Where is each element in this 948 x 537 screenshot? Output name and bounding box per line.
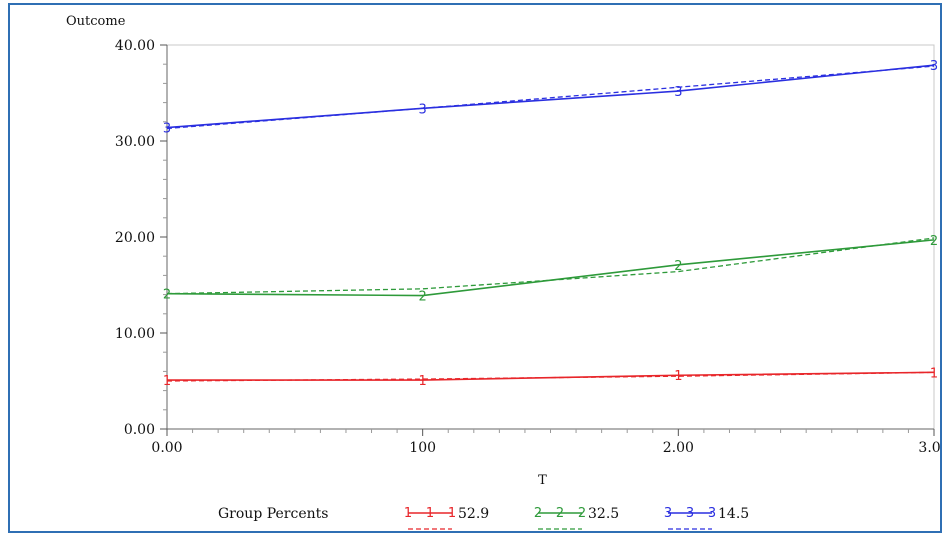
series-3: 3 3 3 3 bbox=[163, 59, 938, 136]
legend-marker: 1 bbox=[448, 506, 456, 521]
legend-label: 32.5 bbox=[588, 506, 619, 522]
legend-marker: 2 bbox=[578, 506, 586, 521]
y-tick-label: 30.00 bbox=[115, 134, 155, 150]
y-tick-label: 10.00 bbox=[115, 326, 155, 342]
data-point-marker: 1 bbox=[163, 374, 171, 389]
y-tick-label: 20.00 bbox=[115, 230, 155, 246]
series-2: 2 2 2 2 bbox=[163, 234, 938, 305]
data-point-marker: 3 bbox=[674, 85, 682, 100]
legend-title: Group Percents bbox=[218, 506, 328, 522]
legend-marker: 2 bbox=[534, 506, 542, 521]
x-axis-title: T bbox=[538, 473, 547, 488]
series-layer: 1 1 1 1 2 2 2 2 3 3 3 3 bbox=[163, 59, 938, 389]
y-axis-title: Outcome bbox=[66, 14, 126, 29]
x-tick-label: 3.00 bbox=[918, 440, 940, 456]
data-point-marker: 2 bbox=[419, 290, 427, 305]
legend-label: 52.9 bbox=[458, 506, 489, 522]
legend-item: 2 2 2 32.5 bbox=[534, 506, 619, 530]
legend-marker: 3 bbox=[664, 506, 672, 521]
y-tick-label: 40.00 bbox=[115, 38, 155, 54]
legend-label: 14.5 bbox=[718, 506, 749, 522]
chart-frame: 0.0010.0020.0030.0040.000.001002.003.00 … bbox=[8, 3, 942, 533]
legend-item: 1 1 1 52.9 bbox=[404, 506, 489, 530]
observed-line bbox=[166, 239, 935, 297]
x-tick-label: 100 bbox=[409, 440, 436, 456]
data-point-marker: 3 bbox=[419, 102, 427, 117]
data-point-marker: 2 bbox=[930, 234, 938, 249]
observed-line bbox=[166, 64, 935, 129]
data-point-marker: 3 bbox=[163, 122, 171, 137]
data-point-marker: 3 bbox=[930, 59, 938, 74]
legend-marker: 1 bbox=[404, 506, 412, 521]
legend-item: 3 3 3 14.5 bbox=[664, 506, 749, 530]
predicted-line bbox=[166, 237, 935, 295]
x-tick-label: 2.00 bbox=[663, 440, 694, 456]
data-point-marker: 2 bbox=[163, 288, 171, 303]
legend-marker: 1 bbox=[426, 506, 434, 521]
observed-line bbox=[167, 371, 935, 381]
legend-marker: 3 bbox=[686, 506, 694, 521]
data-point-marker: 1 bbox=[419, 374, 427, 389]
axes: 0.00 10.00 20.00 30.00 40.00 0.00 100 2.00 3.00 bbox=[115, 38, 940, 456]
plot-area bbox=[166, 44, 935, 430]
data-point-marker: 1 bbox=[674, 369, 682, 384]
y-tick-label: 0.00 bbox=[124, 422, 155, 438]
line-chart: 0.0010.0020.0030.0040.000.001002.003.00 … bbox=[66, 14, 940, 530]
series-1: 1 1 1 1 bbox=[163, 366, 938, 389]
legend: Group Percents 1 1 1 52.9 2 2 2 32.5 3 3 3 14.5 bbox=[218, 506, 749, 530]
legend-marker: 3 bbox=[708, 506, 716, 521]
legend-marker: 2 bbox=[556, 506, 564, 521]
data-point-marker: 1 bbox=[930, 366, 938, 381]
x-tick-label: 0.00 bbox=[151, 440, 182, 456]
data-point-marker: 2 bbox=[674, 259, 682, 274]
